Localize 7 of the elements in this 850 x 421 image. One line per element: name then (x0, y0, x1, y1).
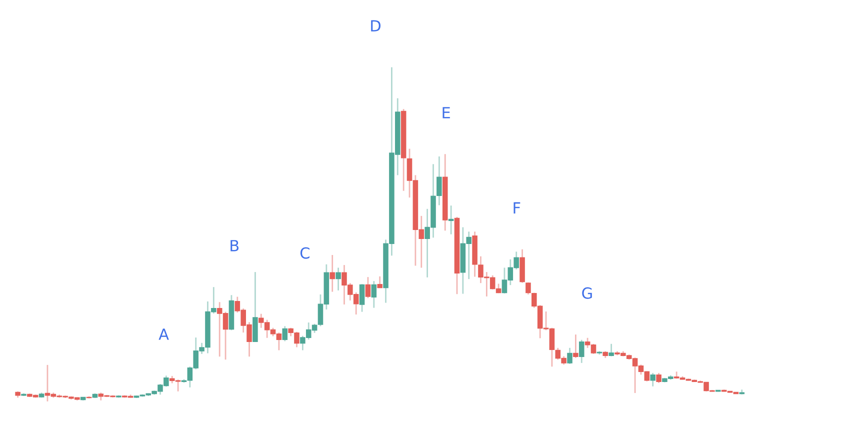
text: D (371, 20, 380, 32)
annotation: A (158, 328, 169, 340)
annotation: C (300, 247, 310, 259)
annotation: G (582, 287, 592, 299)
annotation: E (442, 107, 450, 118)
annotation: B (230, 240, 239, 252)
annotation: F (514, 202, 520, 214)
